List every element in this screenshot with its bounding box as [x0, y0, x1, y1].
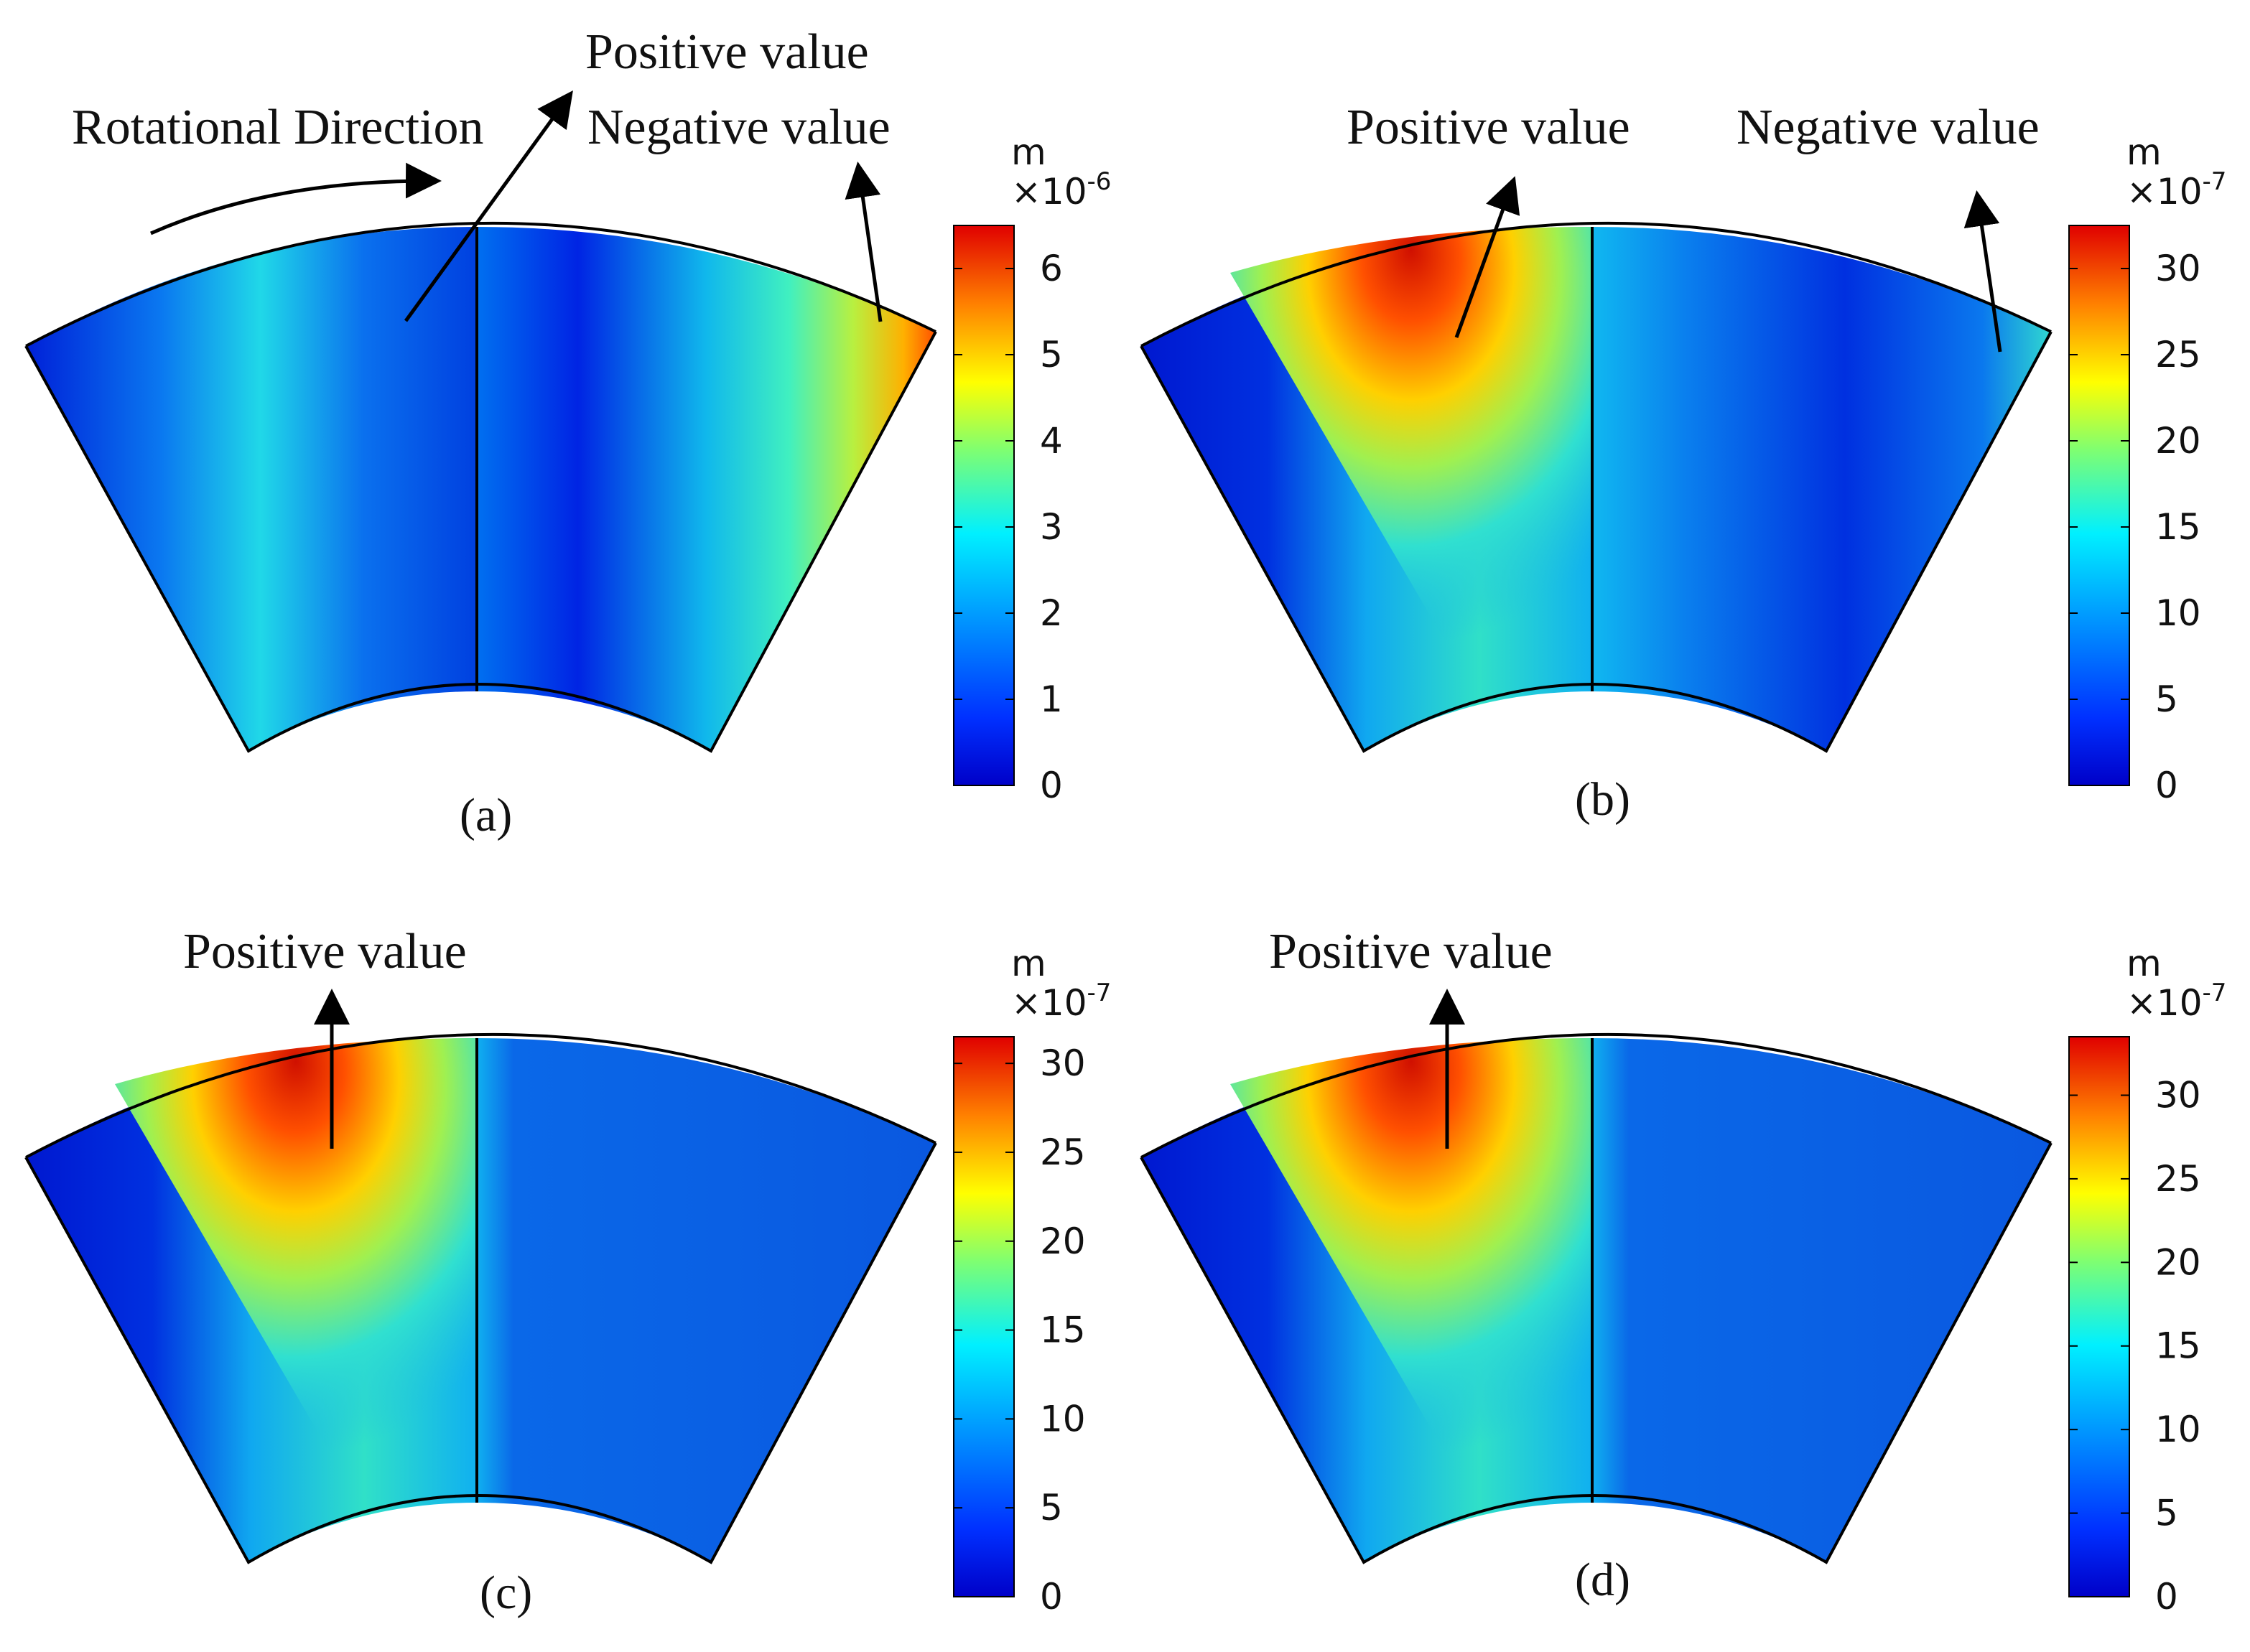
colorbar-scale-b: ×10-7: [2126, 167, 2226, 213]
colorbar-tick-label: 30: [2155, 248, 2201, 289]
sector-left-half-a: [26, 227, 477, 751]
sector-outline-c: [24, 1032, 937, 1564]
sector-right-half-b: [1592, 227, 2051, 751]
colorbar-tick-label: 15: [1040, 1310, 1086, 1351]
sector-plot-b: [1140, 221, 2053, 753]
colorbar-unit-c: m: [1011, 943, 1046, 984]
colorbar-ticks-c: 0 5 10 15 20 25 30: [954, 1042, 1086, 1618]
colorbar-b: m ×10-7 0 5 10 15 20 25 30: [2068, 131, 2226, 806]
negative-arrow-a: [845, 162, 883, 322]
colorbar-tick-label: 10: [2155, 592, 2201, 634]
colorbar-scale-c: ×10-7: [1011, 979, 1111, 1024]
caption-d: (d): [1575, 1554, 1630, 1606]
colorbar-tick-label: 0: [1040, 765, 1063, 806]
colorbar-a: m ×10-6 0 1 2 3 4 5 6: [953, 131, 1111, 806]
colorbar-tick-label: 3: [1040, 506, 1063, 548]
colorbar-tick-label: 30: [1040, 1042, 1086, 1084]
sector-outline-b: [1140, 221, 2053, 753]
rotation-arrow: [149, 162, 442, 235]
negative-value-label-a: Negative value: [587, 100, 891, 155]
colorbar-tick-label: 1: [1040, 678, 1063, 720]
panel-d: Positive value (d) m ×10-7 0 5 10 15 20 25 30: [1140, 924, 2226, 1618]
colorbar-tick-label: 25: [2155, 334, 2201, 375]
caption-a: (a): [460, 789, 512, 841]
colorbar-d: m ×10-7 0 5 10 15 20 25 30: [2068, 943, 2226, 1618]
positive-value-label-d: Positive value: [1269, 924, 1553, 979]
sector-plot-a: [24, 221, 937, 753]
caption-b: (b): [1575, 773, 1630, 826]
panel-c: Positive value (c) m ×10-7 0 5 10 15 20 25 30: [24, 924, 1111, 1619]
colorbar-tick-label: 20: [2155, 1241, 2201, 1283]
colorbar-ticks-b: 0 5 10 15 20 25 30: [2069, 248, 2201, 806]
positive-arrow-b: [1454, 176, 1520, 338]
colorbar-gradient-a: [953, 225, 1015, 786]
positive-value-label-b: Positive value: [1347, 100, 1630, 155]
colorbar-tick-label: 5: [2155, 678, 2178, 720]
colorbar-unit-b: m: [2126, 131, 2162, 173]
colorbar-ticks-d: 0 5 10 15 20 25 30: [2069, 1074, 2201, 1618]
sector-outline-d: [1140, 1032, 2053, 1564]
rotational-direction-label: Rotational Direction: [72, 100, 483, 155]
caption-c: (c): [480, 1567, 532, 1619]
colorbar-tick-label: 15: [2155, 506, 2201, 548]
colorbar-tick-label: 10: [2155, 1409, 2201, 1450]
sector-right-half-d: [1592, 1038, 2051, 1562]
colorbar-tick-label: 0: [2155, 1576, 2178, 1618]
positive-value-label-a: Positive value: [585, 24, 869, 80]
colorbar-tick-label: 6: [1040, 248, 1063, 289]
colorbar-scale-d: ×10-7: [2126, 979, 2226, 1024]
hot-spot-d: [1230, 1038, 1592, 1503]
colorbar-tick-label: 0: [2155, 765, 2178, 806]
sector-plot-d: [1140, 1032, 2053, 1564]
colorbar-gradient-c: [953, 1036, 1015, 1597]
colorbar-tick-label: 2: [1040, 592, 1063, 634]
colorbar-tick-label: 15: [2155, 1325, 2201, 1367]
sector-right-half-c: [477, 1038, 936, 1562]
colorbar-tick-label: 5: [1040, 334, 1063, 375]
colorbar-tick-label: 30: [2155, 1074, 2201, 1116]
colorbar-tick-label: 25: [1040, 1131, 1086, 1173]
colorbar-tick-label: 0: [1040, 1576, 1063, 1618]
sector-right-half-a: [477, 227, 936, 751]
colorbar-ticks-a: 0 1 2 3 4 5 6: [954, 248, 1063, 806]
colorbar-tick-label: 25: [2155, 1158, 2201, 1200]
colorbar-gradient-d: [2068, 1036, 2130, 1597]
colorbar-tick-label: 5: [1040, 1487, 1063, 1529]
colorbar-gradient-b: [2068, 225, 2130, 786]
colorbar-tick-label: 5: [2155, 1493, 2178, 1534]
sector-plot-c: [24, 1032, 937, 1564]
colorbar-tick-label: 20: [1040, 1221, 1086, 1262]
negative-arrow-b: [1963, 190, 2002, 353]
hot-spot-b: [1230, 227, 1592, 691]
colorbar-tick-label: 20: [2155, 420, 2201, 462]
colorbar-c: m ×10-7 0 5 10 15 20 25 30: [953, 943, 1111, 1618]
colorbar-tick-label: 4: [1040, 420, 1063, 462]
colorbar-unit-a: m: [1011, 131, 1046, 173]
colorbar-unit-d: m: [2126, 943, 2162, 984]
panel-a: Rotational Direction Positive value Nega…: [24, 24, 1111, 841]
panel-b: Positive value Negative value (b) m ×10-…: [1140, 100, 2226, 826]
positive-value-label-c: Positive value: [183, 924, 467, 979]
hot-spot-c: [115, 1038, 477, 1503]
colorbar-scale-a: ×10-6: [1011, 167, 1111, 213]
colorbar-tick-label: 10: [1040, 1398, 1086, 1439]
positive-arrow-a: [404, 90, 573, 322]
negative-value-label-b: Negative value: [1737, 100, 2040, 155]
